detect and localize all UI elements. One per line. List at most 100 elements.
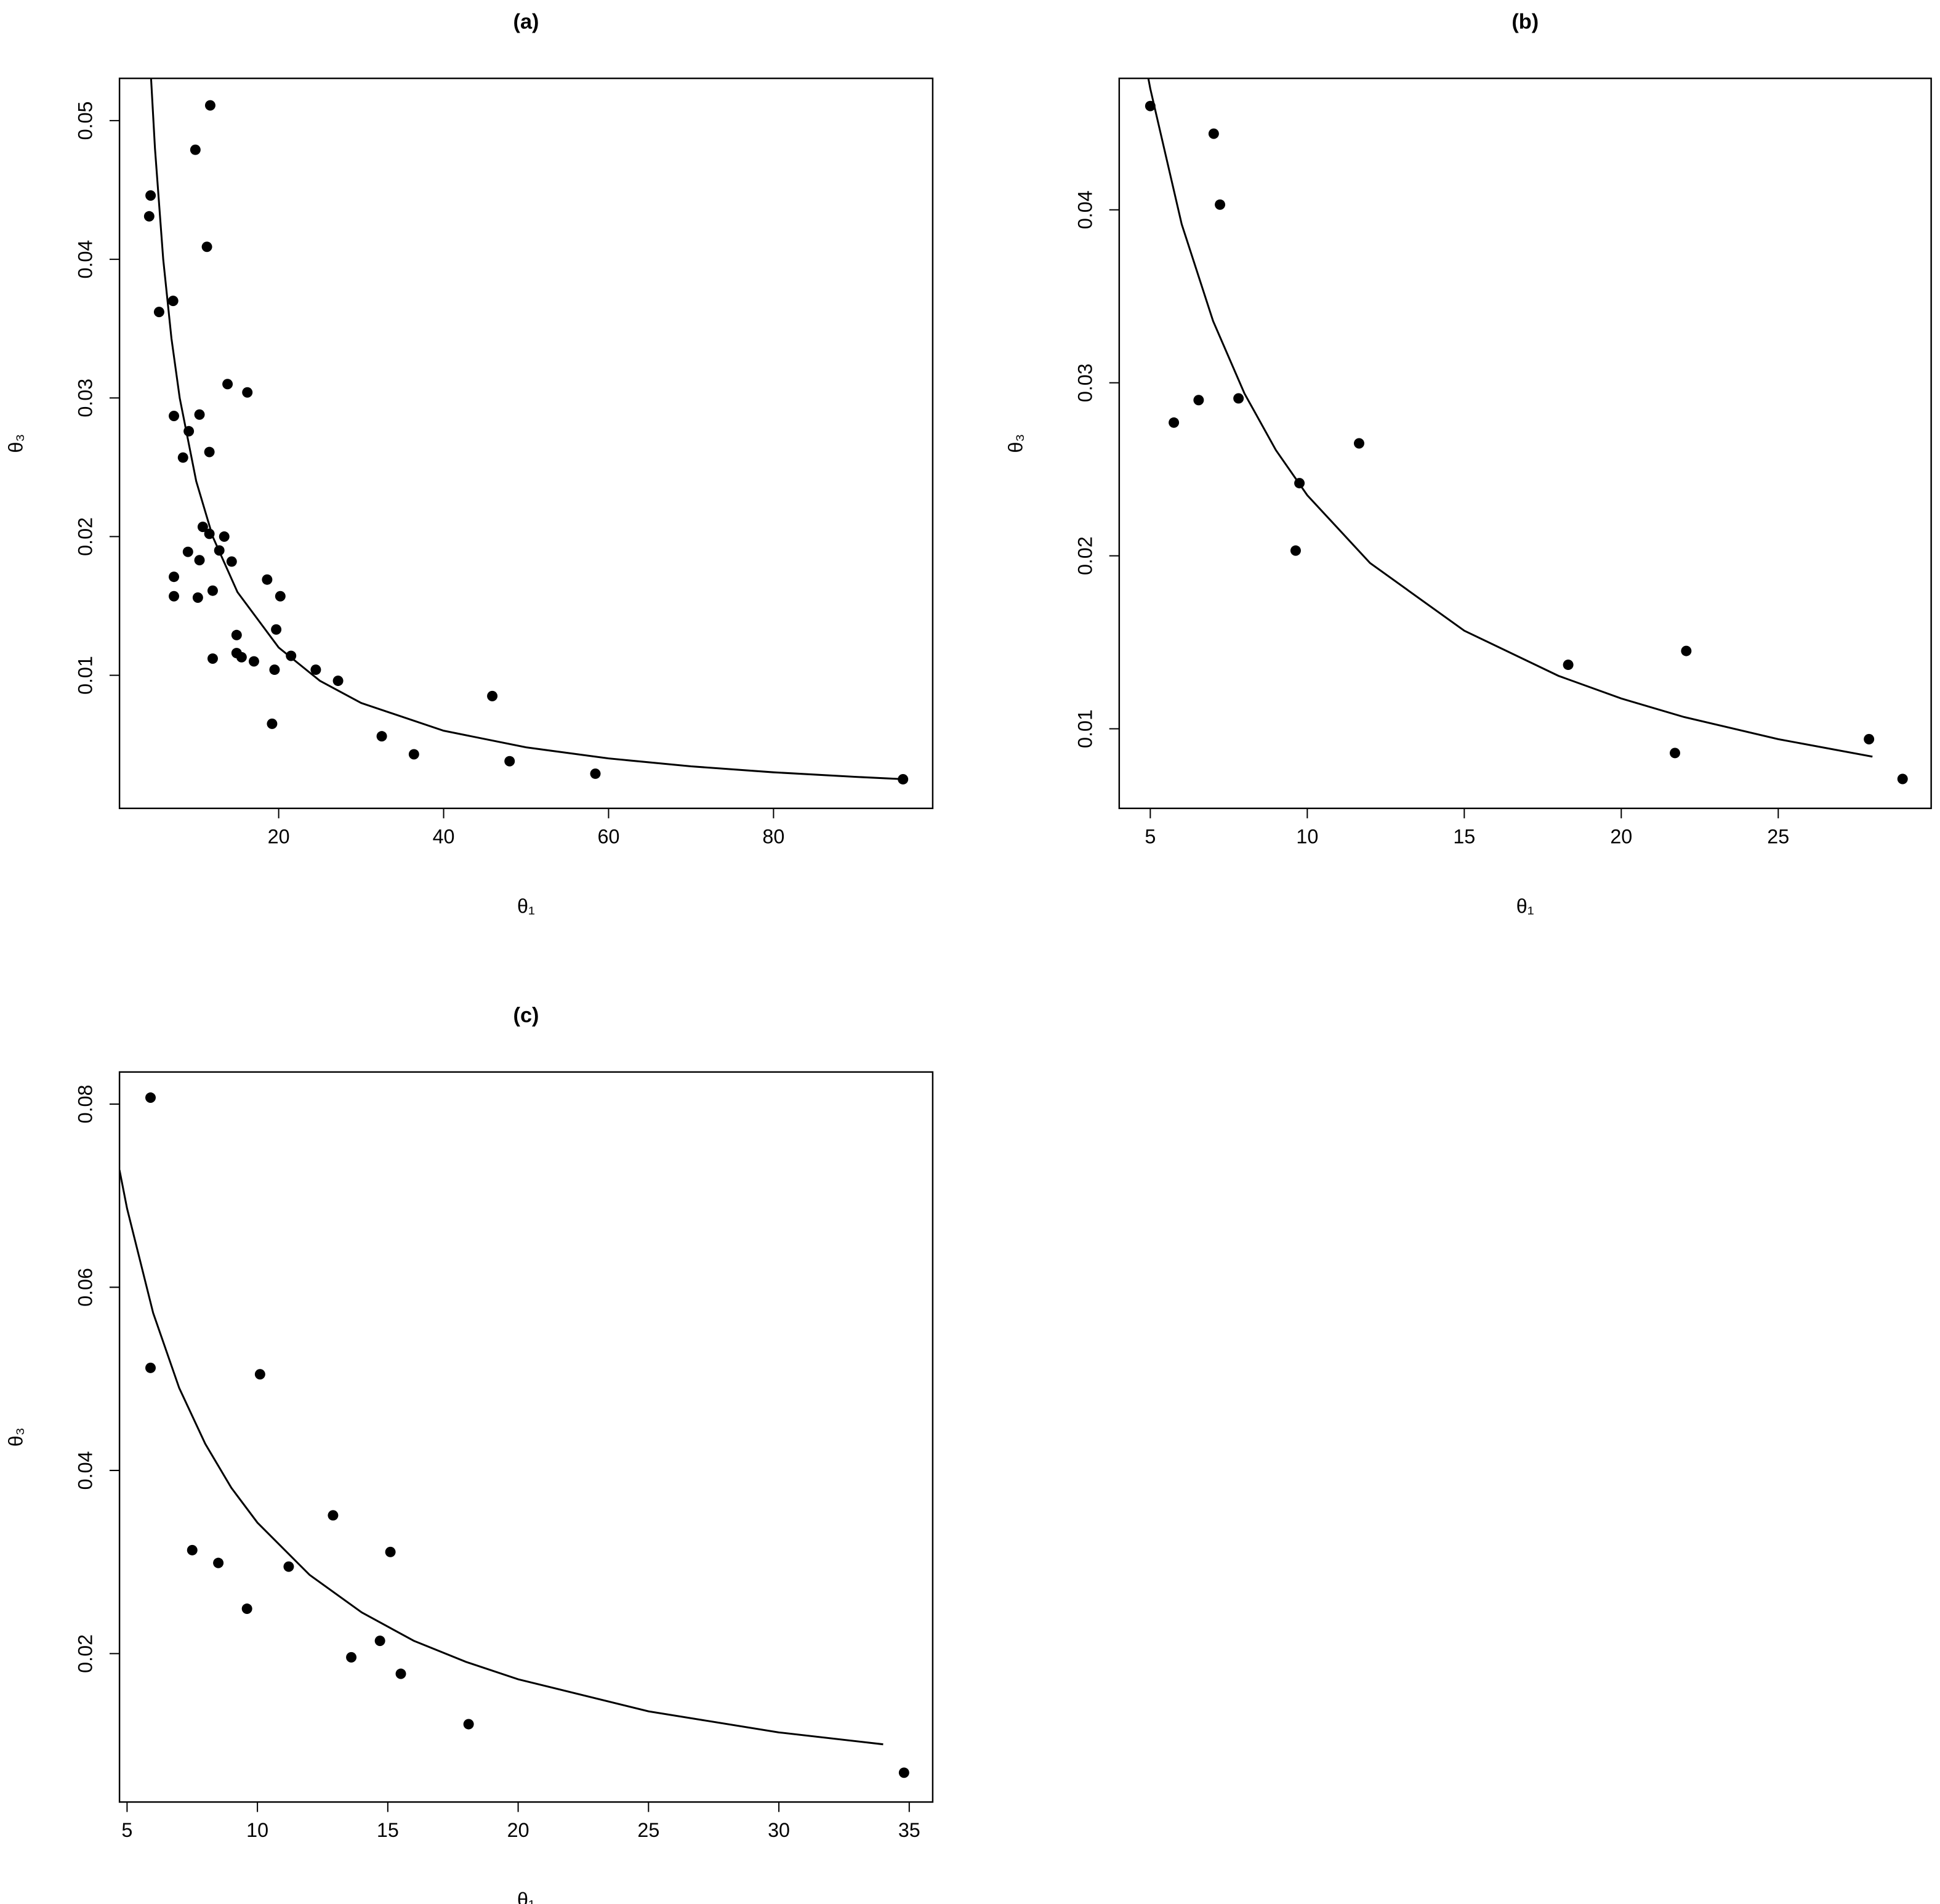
data-point xyxy=(187,1544,198,1555)
data-point xyxy=(1670,748,1680,759)
data-point xyxy=(408,749,419,760)
panel-title: (b) xyxy=(1511,10,1539,33)
data-point xyxy=(169,411,179,421)
y-tick-label: 0.01 xyxy=(1074,709,1096,748)
data-point xyxy=(207,653,218,664)
data-point xyxy=(248,656,259,667)
y-tick-label: 0.02 xyxy=(74,1634,97,1673)
data-point xyxy=(192,592,203,603)
x-tick-label: 35 xyxy=(898,1819,920,1841)
data-point xyxy=(898,1767,909,1778)
data-point xyxy=(231,629,242,640)
y-tick-label: 0.03 xyxy=(1074,363,1096,402)
y-tick-label: 0.06 xyxy=(74,1268,97,1307)
data-point xyxy=(283,1561,294,1572)
plot-frame xyxy=(118,78,934,809)
data-point xyxy=(194,409,205,420)
x-tick-label: 20 xyxy=(507,1819,529,1841)
data-point xyxy=(504,756,515,767)
data-point xyxy=(1193,395,1204,406)
data-point xyxy=(590,768,601,779)
y-tick-label: 0.02 xyxy=(1074,536,1096,575)
data-point xyxy=(219,531,230,542)
data-point xyxy=(463,1719,474,1730)
x-tick-label: 20 xyxy=(1610,825,1632,847)
data-point xyxy=(1353,438,1364,449)
x-tick-label: 25 xyxy=(1767,825,1789,847)
data-point xyxy=(1897,773,1908,785)
x-tick-label: 40 xyxy=(433,825,455,847)
x-tick-label: 15 xyxy=(1453,825,1475,847)
x-tick-label: 15 xyxy=(377,1819,399,1841)
data-point xyxy=(197,522,208,533)
data-point xyxy=(1208,128,1219,139)
data-point xyxy=(275,591,286,602)
x-tick-label: 25 xyxy=(637,1819,659,1841)
data-point xyxy=(143,211,155,222)
y-axis-label: θ₃ xyxy=(5,1427,27,1446)
y-tick-label: 0.04 xyxy=(74,240,97,279)
fitted-curve xyxy=(119,1169,883,1746)
data-point xyxy=(269,664,280,676)
data-point xyxy=(190,144,201,155)
data-point xyxy=(346,1652,357,1663)
y-tick-label: 0.08 xyxy=(74,1085,97,1124)
x-tick-label: 5 xyxy=(121,1819,132,1841)
data-point xyxy=(271,624,282,635)
data-point xyxy=(167,296,179,307)
x-axis-label: θ₁ xyxy=(517,1889,535,1904)
y-tick-label: 0.01 xyxy=(74,656,97,695)
panel: (c) 5 10 15 20 25 30 35 0.02 0.04 0.06 0.08 θ₁ θ₃ xyxy=(5,1004,934,1904)
fitted-curve xyxy=(1147,78,1873,758)
panel: (b) 5 10 15 20 25 0.01 0.02 0.03 0.04 θ₁ θ₃ xyxy=(1004,10,1932,917)
data-point xyxy=(194,555,205,566)
data-point xyxy=(1864,733,1875,744)
data-point xyxy=(145,1092,156,1103)
y-tick-label: 0.02 xyxy=(74,517,97,556)
data-point xyxy=(385,1546,396,1557)
data-point xyxy=(207,585,218,596)
data-point xyxy=(204,100,215,111)
data-point xyxy=(226,556,237,567)
data-point xyxy=(487,690,498,701)
fitted-curve xyxy=(150,78,906,780)
plot-frame xyxy=(118,1071,934,1803)
x-tick-label: 30 xyxy=(768,1819,790,1841)
y-tick-label: 0.05 xyxy=(74,101,97,140)
plot-frame xyxy=(1118,78,1932,809)
data-point xyxy=(236,651,247,663)
data-point xyxy=(182,546,193,557)
data-point xyxy=(254,1369,265,1380)
data-point xyxy=(242,387,253,398)
data-point xyxy=(201,241,212,252)
data-point xyxy=(222,379,233,390)
x-tick-label: 5 xyxy=(1145,825,1156,847)
data-point xyxy=(204,446,215,458)
data-point xyxy=(177,452,188,463)
y-axis-label: θ₃ xyxy=(5,434,27,453)
panel: (a) 20 40 60 80 0.01 0.02 0.03 0.04 0.05 θ₁ θ₃ xyxy=(5,10,934,917)
x-tick-label: 80 xyxy=(762,825,784,847)
data-point xyxy=(169,591,179,602)
data-point xyxy=(262,574,273,585)
x-axis-label: θ₁ xyxy=(517,895,535,917)
data-point xyxy=(169,571,179,583)
data-point xyxy=(332,676,344,687)
y-tick-label: 0.04 xyxy=(74,1451,97,1490)
data-point xyxy=(267,718,278,729)
data-point xyxy=(328,1510,339,1521)
panel-title: (a) xyxy=(513,10,539,33)
data-point xyxy=(1233,393,1244,404)
data-point xyxy=(1563,660,1574,671)
data-point xyxy=(153,307,164,318)
x-tick-label: 60 xyxy=(597,825,619,847)
y-axis-label: θ₃ xyxy=(1004,434,1026,453)
y-tick-label: 0.03 xyxy=(74,379,97,418)
data-point xyxy=(1215,199,1226,210)
data-point xyxy=(145,1362,156,1373)
data-point xyxy=(310,664,321,676)
panel-title: (c) xyxy=(513,1004,539,1027)
x-tick-label: 20 xyxy=(268,825,290,847)
